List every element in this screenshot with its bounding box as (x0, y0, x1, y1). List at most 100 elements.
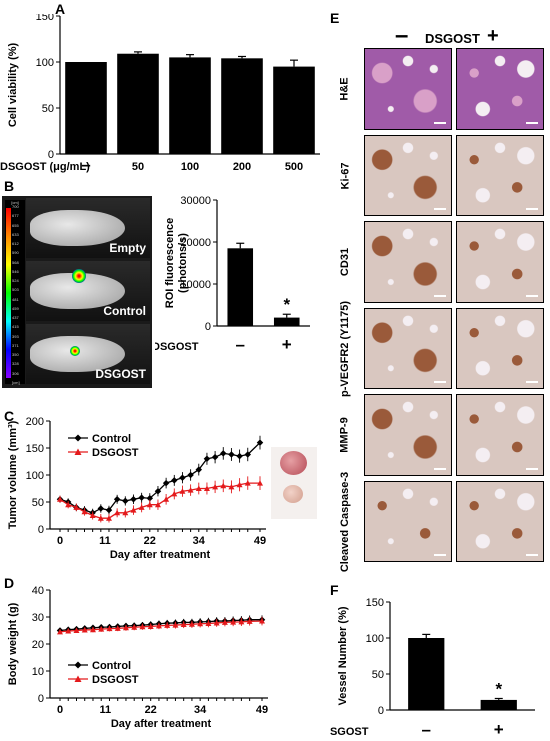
mouse-image: DSGOST (26, 324, 150, 384)
y-axis-label: Body weight (g) (7, 602, 19, 685)
data-point (238, 618, 245, 625)
data-point (187, 471, 194, 479)
data-point (180, 621, 187, 628)
data-point (97, 505, 105, 512)
y-tick-label: 100 (36, 57, 54, 69)
y-tick-label: 50 (32, 497, 44, 509)
dsgost-tumor (283, 485, 303, 503)
histology-row-label-text: H&E (338, 77, 351, 101)
histology-image-control (364, 48, 452, 130)
chart-f: 0 50 100 150 Vessel Number (%) – + * DSGOST (330, 598, 535, 739)
data-point (205, 620, 212, 626)
data-point (259, 618, 265, 624)
panel-label-f: F (330, 582, 339, 598)
data-point (147, 623, 154, 629)
color-scale: [cm] 700 677 655 633 612 590 568 546 524 503 481 45… (5, 200, 25, 385)
histology-image-control (364, 134, 452, 216)
scale-tick-label: 612 (12, 241, 19, 247)
scale-ticks: 700 677 655 633 612 590 568 546 524 503 481 459 437 4… (12, 205, 25, 385)
histology-row-label: p-VEGFR2 (Y1175) (323, 301, 367, 397)
histology-grid: H&E Ki-67 CD31 p-VEGFR2 (Y1175) MMP-9 Cleaved… (337, 48, 548, 572)
scale-tick-label: 371 (12, 342, 19, 348)
category-label: + (282, 335, 292, 354)
scale-bar (526, 554, 538, 556)
scale-bar (434, 381, 446, 383)
data-point (154, 501, 161, 508)
data-point (139, 623, 146, 630)
data-point (130, 507, 137, 513)
y-tick-label: 150 (26, 443, 44, 455)
x-condition-label: DSGOST (μg/mL) (0, 161, 90, 173)
chart-b: 0 10000 20000 30000 ROI fluorescence(photons… (155, 196, 310, 354)
scale-tick-label: 655 (12, 222, 19, 228)
x-tick-label: 22 (145, 704, 157, 716)
scale-bar (526, 121, 538, 124)
x-tick-label: 49 (256, 704, 268, 716)
y-tick-label: 0 (205, 321, 211, 333)
scale-tick-label: 568 (12, 259, 19, 265)
scale-tick-label: [cm] (12, 380, 20, 385)
scale-bar (526, 208, 538, 210)
data-point (65, 628, 72, 634)
data-point (236, 452, 243, 460)
e-plus: + (487, 25, 499, 47)
data-point (89, 626, 96, 633)
scale-bar (434, 467, 446, 470)
data-point (73, 504, 80, 510)
significance-mark: * (283, 295, 290, 314)
histology-row-label: Cleaved Caspase-3 (323, 472, 367, 572)
data-point (163, 496, 170, 502)
legend-entry: Control (92, 433, 131, 445)
chart-d: 0 10 20 30 40 0 11 22 34 49 Day after treatment Bod… (7, 585, 268, 730)
data-point (65, 501, 72, 508)
bar (227, 248, 254, 326)
data-point (179, 474, 186, 481)
bar (221, 58, 263, 154)
x-tick-label: 34 (193, 535, 206, 547)
data-point (138, 494, 145, 501)
x-tick-label: 0 (57, 535, 63, 547)
y-axis-label: Cell viability (%) (7, 42, 19, 127)
data-point (130, 496, 137, 503)
data-point (57, 496, 63, 502)
y-tick-label: 10 (32, 666, 44, 678)
x-tick-label: 34 (194, 704, 207, 716)
scale-bar (526, 294, 538, 297)
x-tick-label: 0 (57, 704, 63, 716)
histology-row-label-text: p-VEGFR2 (Y1175) (339, 300, 352, 397)
panel-b-imaging: [cm] 700 677 655 633 612 590 568 546 524 503 481 45… (2, 196, 152, 388)
data-point (114, 625, 121, 631)
mouse-image-label: DSGOST (95, 367, 146, 381)
data-point (114, 509, 121, 516)
data-point (81, 508, 88, 515)
scale-bar (434, 554, 446, 556)
histology-row-label-text: MMP-9 (338, 417, 351, 453)
scale-tick-label: 437 (12, 315, 19, 321)
legend-entry: Control (92, 660, 131, 672)
histology-row-label-text: Ki-67 (339, 162, 351, 190)
data-point (73, 627, 80, 633)
panel-label-e: E (330, 10, 340, 26)
y-tick-label: 0 (48, 149, 54, 161)
scale-bar (434, 121, 446, 124)
data-point (97, 515, 104, 521)
data-point (138, 504, 145, 510)
control-tumor (280, 451, 307, 475)
data-point (122, 509, 129, 516)
scale-bar (526, 381, 538, 383)
category-label: – (422, 720, 431, 739)
y-tick-label: 200 (26, 416, 44, 428)
histology-row-label-text: CD31 (339, 248, 351, 277)
data-point (203, 485, 210, 491)
scale-tick-label: 677 (12, 213, 19, 219)
bar (408, 638, 445, 710)
scale-bar (434, 294, 446, 297)
data-point (228, 451, 235, 458)
data-point (122, 497, 129, 505)
data-point (212, 483, 219, 490)
fluorescence-signal (70, 346, 80, 356)
scale-tick-label: 459 (12, 305, 19, 311)
data-point (220, 482, 227, 489)
data-point (89, 512, 96, 518)
color-gradient (6, 208, 11, 378)
